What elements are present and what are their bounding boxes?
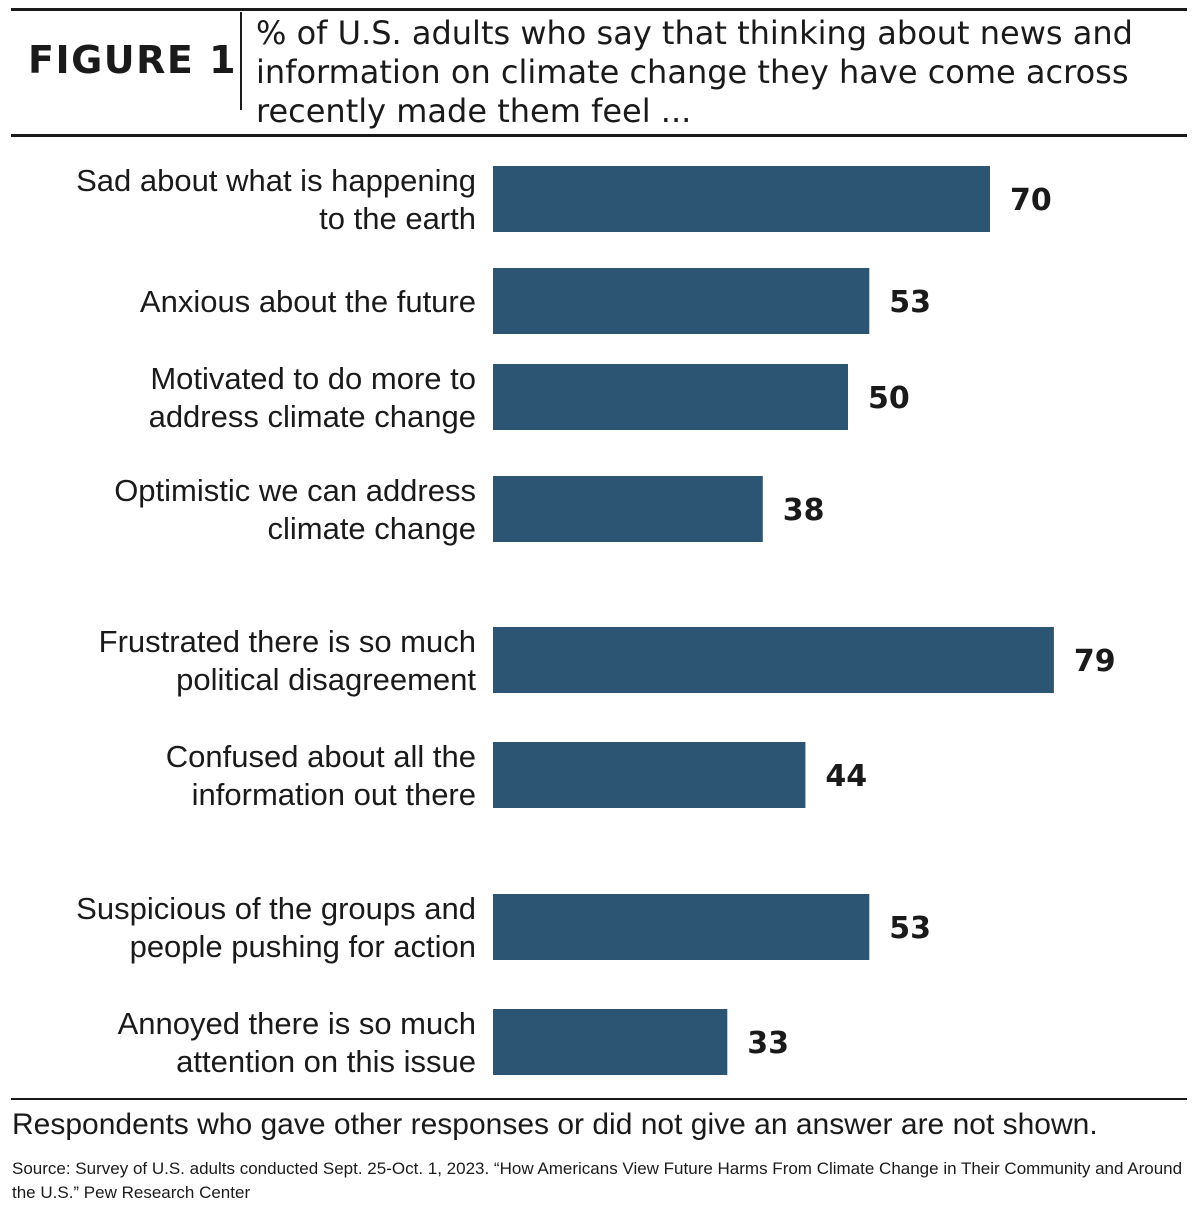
- category-label: Annoyed there is so much attention on thi…: [118, 1006, 476, 1079]
- category-label: Sad about what is happening to the earth: [76, 163, 476, 236]
- bar: [493, 627, 1054, 693]
- bar: [493, 1009, 728, 1075]
- bar: [493, 364, 848, 430]
- top-rule: [11, 8, 1187, 11]
- value-label: 38: [783, 493, 825, 528]
- chart-note: Respondents who gave other responses or …: [12, 1108, 1098, 1141]
- bar: [493, 894, 870, 960]
- value-label: 79: [1074, 644, 1116, 679]
- chart-title: % of U.S. adults who say that thinking a…: [256, 14, 1133, 130]
- bottom-rule: [11, 1098, 1187, 1100]
- value-label: 50: [868, 381, 910, 416]
- bar: [493, 742, 806, 808]
- header-divider: [240, 12, 242, 110]
- value-label: 44: [825, 759, 867, 794]
- figure-label: FIGURE 1: [28, 38, 238, 82]
- bar-chart: 70 Sad about what is happening to the eart…: [76, 163, 1116, 1079]
- bar: [493, 476, 763, 542]
- value-label: 70: [1010, 183, 1052, 218]
- category-label: Anxious about the future: [140, 284, 476, 319]
- value-label: 53: [889, 285, 931, 320]
- bar: [493, 166, 990, 232]
- chart-source: Source: Survey of U.S. adults conducted …: [12, 1159, 1183, 1202]
- category-label: Confused about all the information out th…: [166, 739, 476, 812]
- header-rule: [11, 134, 1187, 137]
- category-label: Suspicious of the groups and people pushi…: [76, 891, 476, 964]
- category-label: Optimistic we can address climate change: [114, 473, 476, 546]
- value-label: 53: [889, 911, 931, 946]
- category-label: Frustrated there is so much political dis…: [99, 624, 477, 697]
- value-label: 33: [747, 1026, 789, 1061]
- bar: [493, 268, 870, 334]
- category-label: Motivated to do more to address climate c…: [149, 361, 476, 434]
